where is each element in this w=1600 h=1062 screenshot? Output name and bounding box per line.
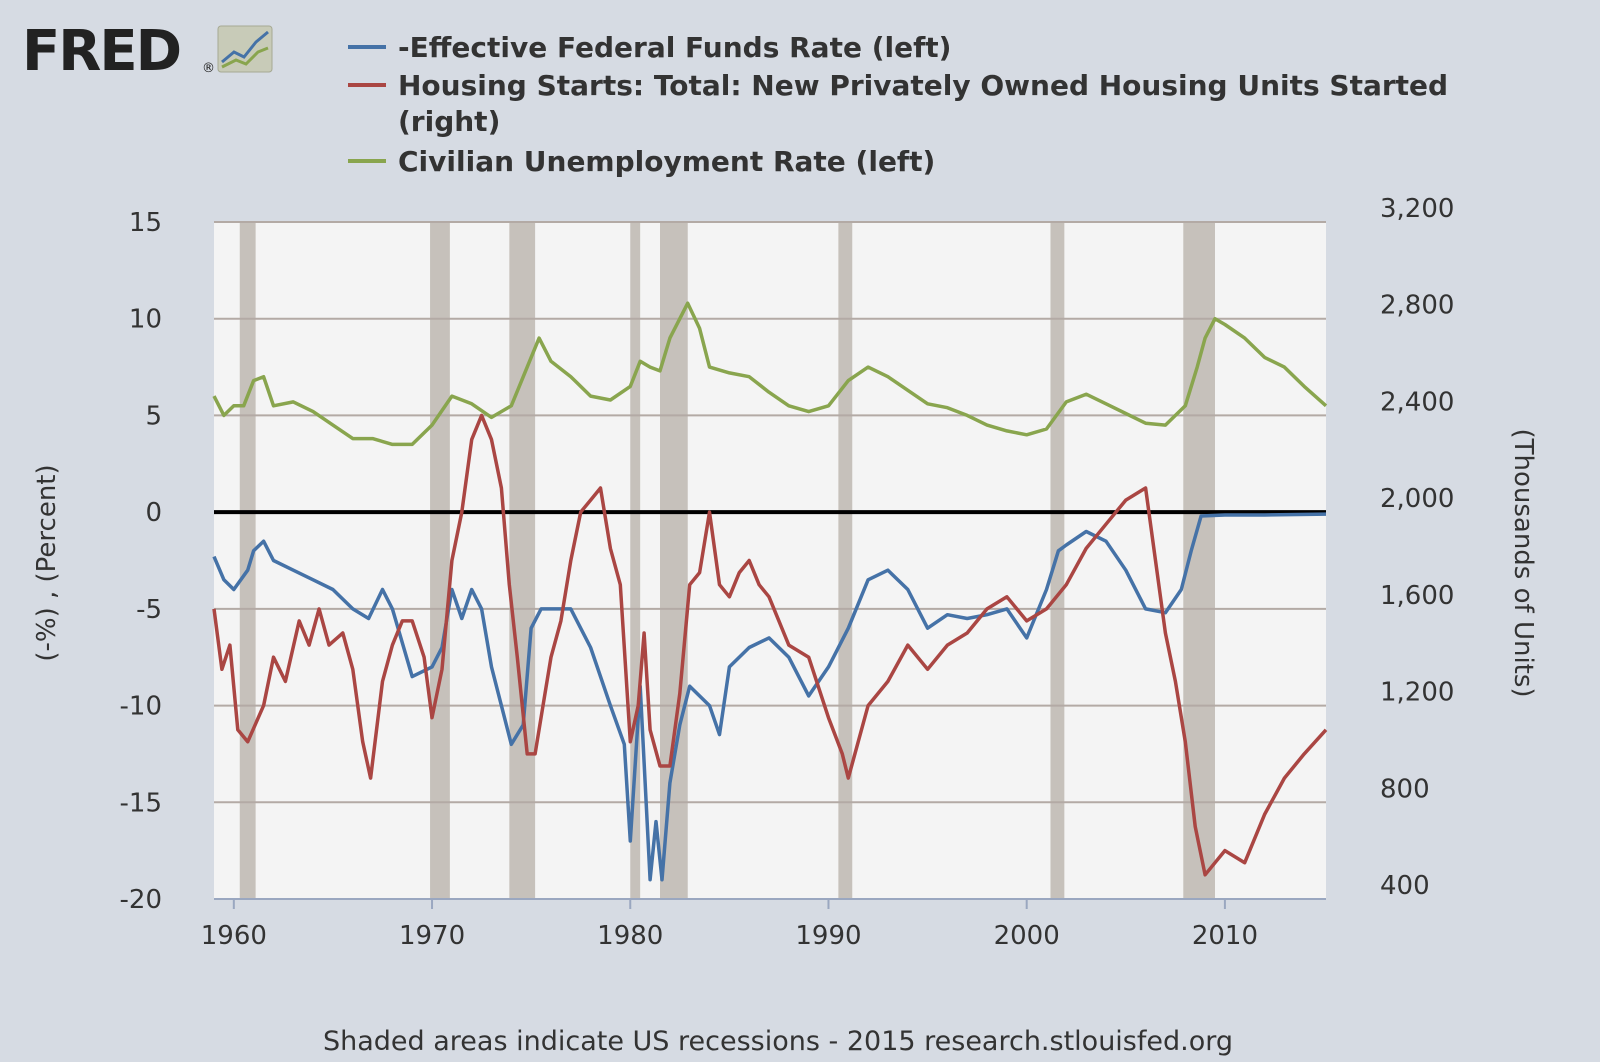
footer-note: Shaded areas indicate US recessions - 20… bbox=[323, 1026, 1233, 1057]
fred-logo[interactable]: FRED ® bbox=[22, 19, 273, 84]
left-tick-label--5: -5 bbox=[136, 595, 162, 625]
x-tick-label-1970: 1970 bbox=[399, 921, 465, 951]
left-axis-ticks: 15 10 5 0 -5 -10 -15 -20 bbox=[120, 208, 162, 915]
gridlines bbox=[214, 221, 1326, 804]
recession-band-3 bbox=[630, 222, 641, 899]
legend-label-fed-funds: -Effective Federal Funds Rate (left) bbox=[398, 31, 951, 64]
right-tick-label-7: 400 bbox=[1380, 871, 1430, 901]
x-axis-ticks: 1960 1970 1980 1990 2000 2010 bbox=[201, 899, 1258, 951]
left-tick-label--20: -20 bbox=[120, 885, 162, 915]
legend-item-housing-starts[interactable]: Housing Starts: Total: New Privately Own… bbox=[348, 69, 1448, 138]
left-tick-label-0: 0 bbox=[145, 498, 162, 528]
recession-shading bbox=[239, 222, 1215, 899]
logo-reg-mark: ® bbox=[202, 61, 215, 76]
recession-band-1 bbox=[430, 222, 450, 899]
recession-band-2 bbox=[509, 222, 536, 899]
series-line-2 bbox=[212, 301, 1328, 447]
logo-text: FRED bbox=[22, 19, 180, 84]
right-tick-label-5: 1,200 bbox=[1380, 678, 1454, 708]
right-tick-label-6: 800 bbox=[1380, 774, 1430, 804]
left-tick-label--10: -10 bbox=[120, 692, 162, 722]
left-tick-label--15: -15 bbox=[120, 788, 162, 818]
x-tick-label-1980: 1980 bbox=[597, 921, 663, 951]
plot-area bbox=[214, 222, 1326, 899]
legend-label-unemployment: Civilian Unemployment Rate (left) bbox=[398, 145, 935, 178]
series-line-0 bbox=[212, 512, 1327, 882]
recession-band-5 bbox=[838, 222, 853, 899]
left-tick-label-10: 10 bbox=[129, 305, 162, 335]
series-lines bbox=[212, 301, 1328, 882]
left-axis-title: (-%) , (Percent) bbox=[32, 464, 62, 661]
right-tick-label-1: 2,800 bbox=[1380, 291, 1454, 321]
recession-band-0 bbox=[239, 222, 256, 899]
series-line-1 bbox=[212, 413, 1328, 877]
x-tick-label-2000: 2000 bbox=[994, 921, 1060, 951]
x-tick-label-1990: 1990 bbox=[795, 921, 861, 951]
right-tick-label-2: 2,400 bbox=[1380, 387, 1454, 417]
left-tick-label-15: 15 bbox=[129, 208, 162, 238]
legend-label-housing-starts: Housing Starts: Total: New Privately Own… bbox=[398, 69, 1448, 102]
right-tick-label-3: 2,000 bbox=[1380, 484, 1454, 514]
right-axis-title: (Thousands of Units) bbox=[1508, 428, 1538, 697]
recession-band-6 bbox=[1050, 222, 1065, 899]
recession-band-4 bbox=[659, 222, 688, 899]
x-tick-label-2010: 2010 bbox=[1192, 921, 1258, 951]
legend-label-housing-starts-line2: (right) bbox=[398, 105, 500, 138]
legend-item-unemployment[interactable]: Civilian Unemployment Rate (left) bbox=[348, 145, 935, 178]
legend: -Effective Federal Funds Rate (left) Hou… bbox=[348, 31, 1448, 178]
x-tick-label-1960: 1960 bbox=[201, 921, 267, 951]
logo-graph-icon bbox=[217, 25, 273, 73]
right-tick-label-4: 1,600 bbox=[1380, 581, 1454, 611]
right-tick-label-0: 3,200 bbox=[1380, 194, 1454, 224]
right-axis-ticks: 3,200 2,800 2,400 2,000 1,600 1,200 800 400 bbox=[1380, 194, 1454, 901]
left-tick-label-5: 5 bbox=[145, 401, 162, 431]
legend-item-fed-funds[interactable]: -Effective Federal Funds Rate (left) bbox=[348, 31, 951, 64]
